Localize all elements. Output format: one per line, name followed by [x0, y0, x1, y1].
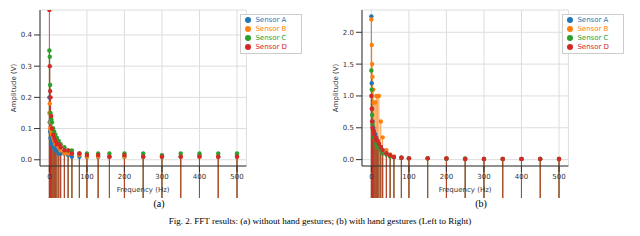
html-text:Sensor A: Sensor A — [577, 16, 609, 24]
svg-text:1.0: 1.0 — [343, 92, 354, 100]
svg-text:200: 200 — [118, 173, 131, 181]
svg-text:0: 0 — [369, 173, 373, 181]
svg-text:0: 0 — [47, 173, 51, 181]
svg-text:0.1: 0.1 — [21, 125, 32, 133]
svg-text:0.5: 0.5 — [343, 124, 354, 132]
svg-text:300: 300 — [155, 173, 168, 181]
html-text:Sensor D: Sensor D — [577, 43, 609, 51]
svg-text:0.2: 0.2 — [21, 94, 32, 102]
svg-text:100: 100 — [80, 173, 93, 181]
html-text:(a): (a) — [153, 198, 165, 209]
svg-text:2.0: 2.0 — [343, 29, 354, 37]
svg-text:0.0: 0.0 — [21, 156, 32, 164]
svg-text:100: 100 — [402, 173, 415, 181]
html-text:Sensor C: Sensor C — [577, 34, 609, 42]
svg-text:0.0: 0.0 — [343, 156, 354, 164]
svg-text:300: 300 — [477, 173, 490, 181]
svg-text:200: 200 — [440, 173, 453, 181]
svg-text:Amplitude (V): Amplitude (V) — [10, 64, 18, 113]
svg-text:0.3: 0.3 — [21, 63, 32, 71]
svg-text:400: 400 — [515, 173, 528, 181]
svg-text:Frequency (Hz): Frequency (Hz) — [117, 186, 170, 194]
html-text:Fig. 2. FFT results: (a) witho: Fig. 2. FFT results: (a) without hand ge… — [168, 216, 472, 226]
svg-text:1.5: 1.5 — [343, 61, 354, 69]
svg-text:500: 500 — [230, 173, 243, 181]
html-text:Sensor D: Sensor D — [255, 43, 287, 51]
svg-text:400: 400 — [193, 173, 206, 181]
svg-text:Frequency (Hz): Frequency (Hz) — [439, 186, 492, 194]
svg-text:500: 500 — [552, 173, 565, 181]
svg-text:Amplitude (V): Amplitude (V) — [332, 64, 340, 113]
html-text:Sensor B: Sensor B — [255, 25, 287, 33]
html-text:Sensor C: Sensor C — [255, 34, 287, 42]
svg-text:0.4: 0.4 — [21, 31, 33, 39]
html-text:(b): (b) — [475, 198, 487, 209]
html-text:Sensor A: Sensor A — [255, 16, 287, 24]
html-text:Sensor B: Sensor B — [577, 25, 609, 33]
